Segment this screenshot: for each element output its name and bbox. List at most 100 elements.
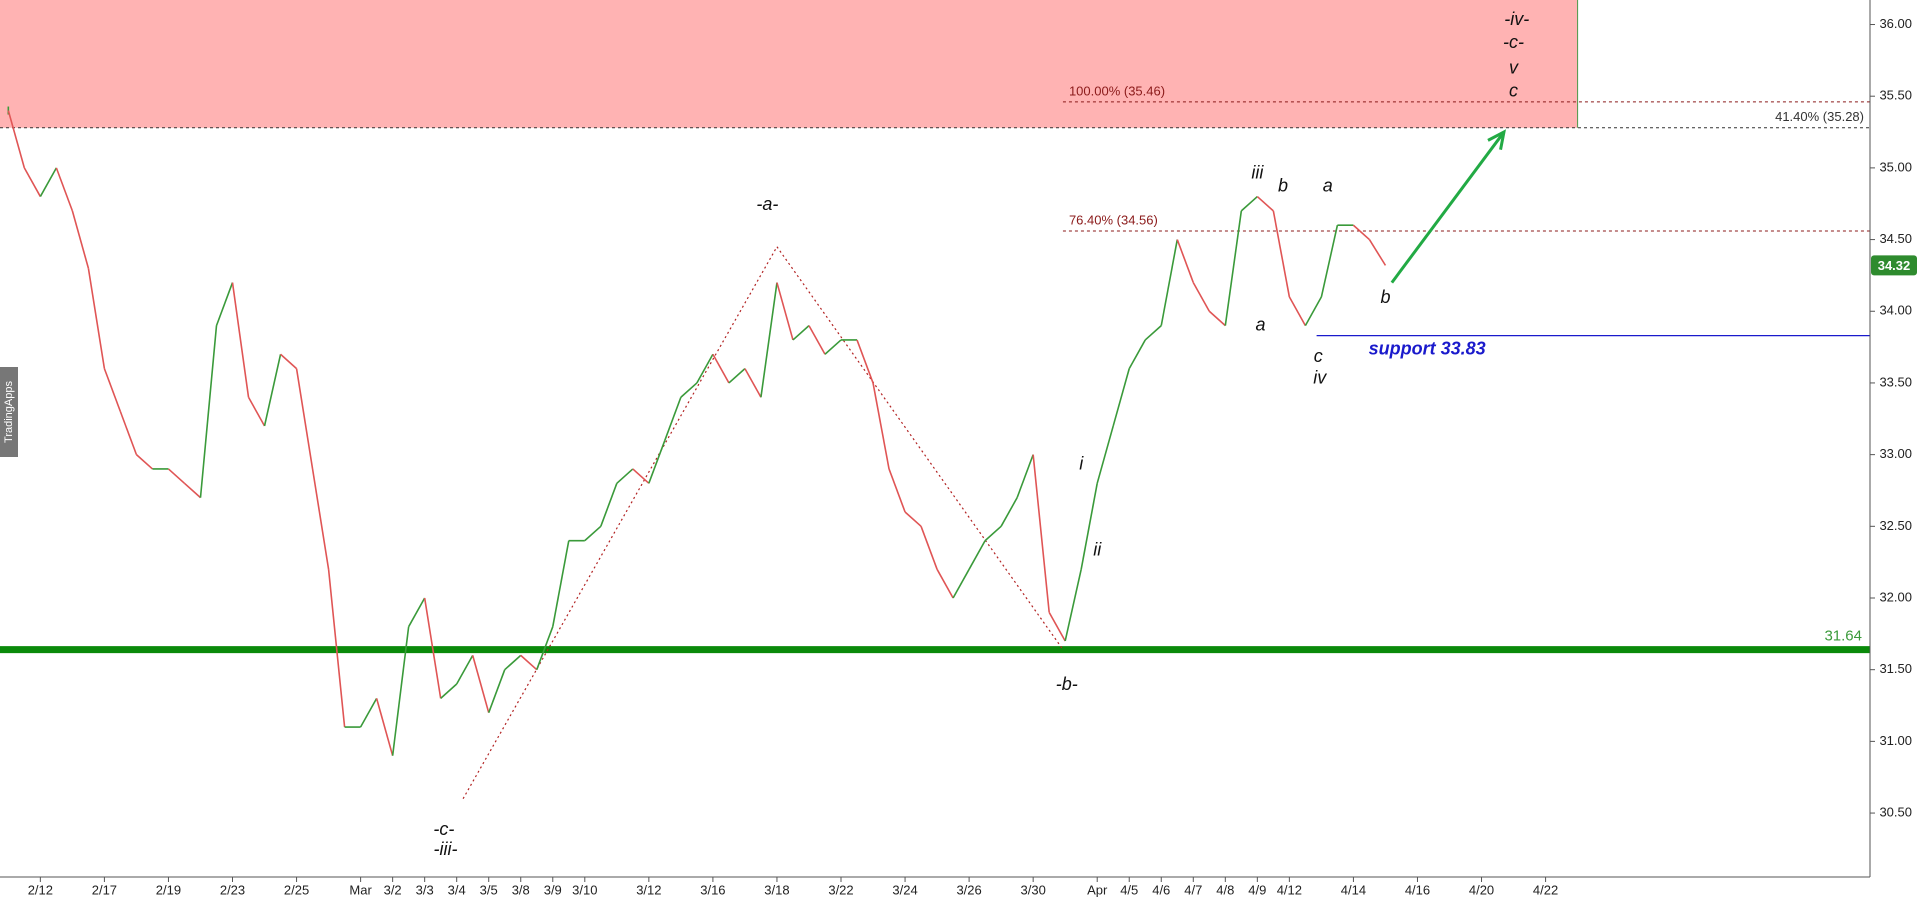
price-bar [1032,454,1050,613]
price-bar [632,468,650,484]
x-tick-label: 3/18 [764,882,789,897]
price-bar [1224,210,1243,326]
price-bar [904,511,922,527]
x-tick-label: 3/30 [1021,882,1046,897]
price-bar [1304,296,1323,326]
price-bar [1256,195,1274,212]
price-bar [680,382,698,398]
price-bar [648,440,666,484]
wave-label: v [1509,58,1519,78]
x-tick-label: 3/9 [544,882,562,897]
price-bar [920,526,938,570]
y-tick-label: 30.50 [1879,804,1912,819]
price-bar [936,568,954,599]
price-bar [55,167,74,212]
x-tick-label: 3/4 [448,882,466,897]
price-bar [1064,569,1082,642]
x-tick-label: 4/20 [1469,882,1494,897]
price-bar [440,683,458,699]
x-tick-label: 3/2 [384,882,402,897]
price-bar [87,268,106,369]
price-bar [808,325,826,355]
price-bar [1208,310,1226,327]
x-tick-label: 3/10 [572,882,597,897]
x-tick-label: 4/7 [1184,882,1202,897]
wave-label: b [1278,175,1288,195]
price-bar [199,325,218,498]
price-bar [359,697,378,728]
arrow [1390,131,1506,284]
price-bar [600,483,618,527]
price-bar [520,654,538,671]
price-bar [1048,611,1066,642]
x-tick-label: 4/22 [1533,882,1558,897]
x-tick-label: 4/9 [1248,882,1266,897]
wave-label: a [1256,314,1266,334]
price-bar [327,569,346,728]
price-bar [167,468,186,484]
price-bar [504,654,522,671]
price-bar [744,368,762,398]
price-bar [247,396,266,427]
price-bar [1272,210,1291,298]
price-bar [135,454,153,470]
price-bar [1112,368,1131,427]
price-bar [616,468,634,484]
price-bar [471,655,490,713]
price-bar [311,468,330,570]
x-tick-label: 4/16 [1405,882,1430,897]
price-bar [1160,239,1179,326]
price-bar [375,698,394,756]
price-bar [119,411,138,455]
y-tick-label: 34.50 [1879,231,1912,246]
price-bar [728,368,746,384]
price-bar [584,525,602,542]
fib-label: 100.00% (35.46) [1069,83,1165,98]
wave-label: iv [1313,367,1327,387]
x-tick-label: 3/26 [956,882,981,897]
price-bar [824,339,842,355]
y-tick-label: 32.00 [1879,589,1912,604]
x-tick-label: Mar [349,882,372,897]
x-tick-label: 3/22 [828,882,853,897]
watermark-box [0,367,18,457]
price-bar [1016,454,1034,498]
price-bar [664,397,682,441]
last-price-label: 34.32 [1878,258,1911,273]
wave-label: iii [1251,162,1264,182]
price-bar [1368,239,1387,266]
x-tick-label: 3/5 [480,882,498,897]
x-tick-label: 2/25 [284,882,309,897]
price-bar [1320,225,1339,298]
wave-path [462,245,1063,800]
price-bar [792,324,810,341]
price-bar [1240,195,1258,212]
x-tick-label: 2/19 [156,882,181,897]
x-tick-label: 2/12 [28,882,53,897]
x-tick-label: 4/14 [1341,882,1366,897]
wave-label: b [1380,287,1390,307]
price-bar [407,597,426,628]
base-label: 31.64 [1824,628,1862,645]
price-bar [1144,324,1162,341]
price-bar [295,368,314,470]
price-bar [423,597,442,699]
wave-label: -b- [1056,674,1078,694]
wave-label: -c- [433,819,454,839]
x-tick-label: 3/16 [700,882,725,897]
y-tick-label: 36.00 [1879,16,1912,31]
price-bar [23,167,42,197]
x-tick-label: 4/5 [1120,882,1138,897]
last-price-tag [1871,255,1917,276]
x-tick-label: 3/24 [892,882,917,897]
price-bar [984,525,1002,542]
y-tick-label: 31.50 [1879,661,1912,676]
price-bar [231,282,250,398]
price-bar [183,482,202,499]
x-tick-label: 3/3 [416,882,434,897]
y-tick-label: 31.00 [1879,733,1912,748]
support-label: support 33.83 [1369,338,1486,358]
wave-label: a [1323,175,1333,195]
fib-label: 76.40% (34.56) [1069,212,1158,227]
